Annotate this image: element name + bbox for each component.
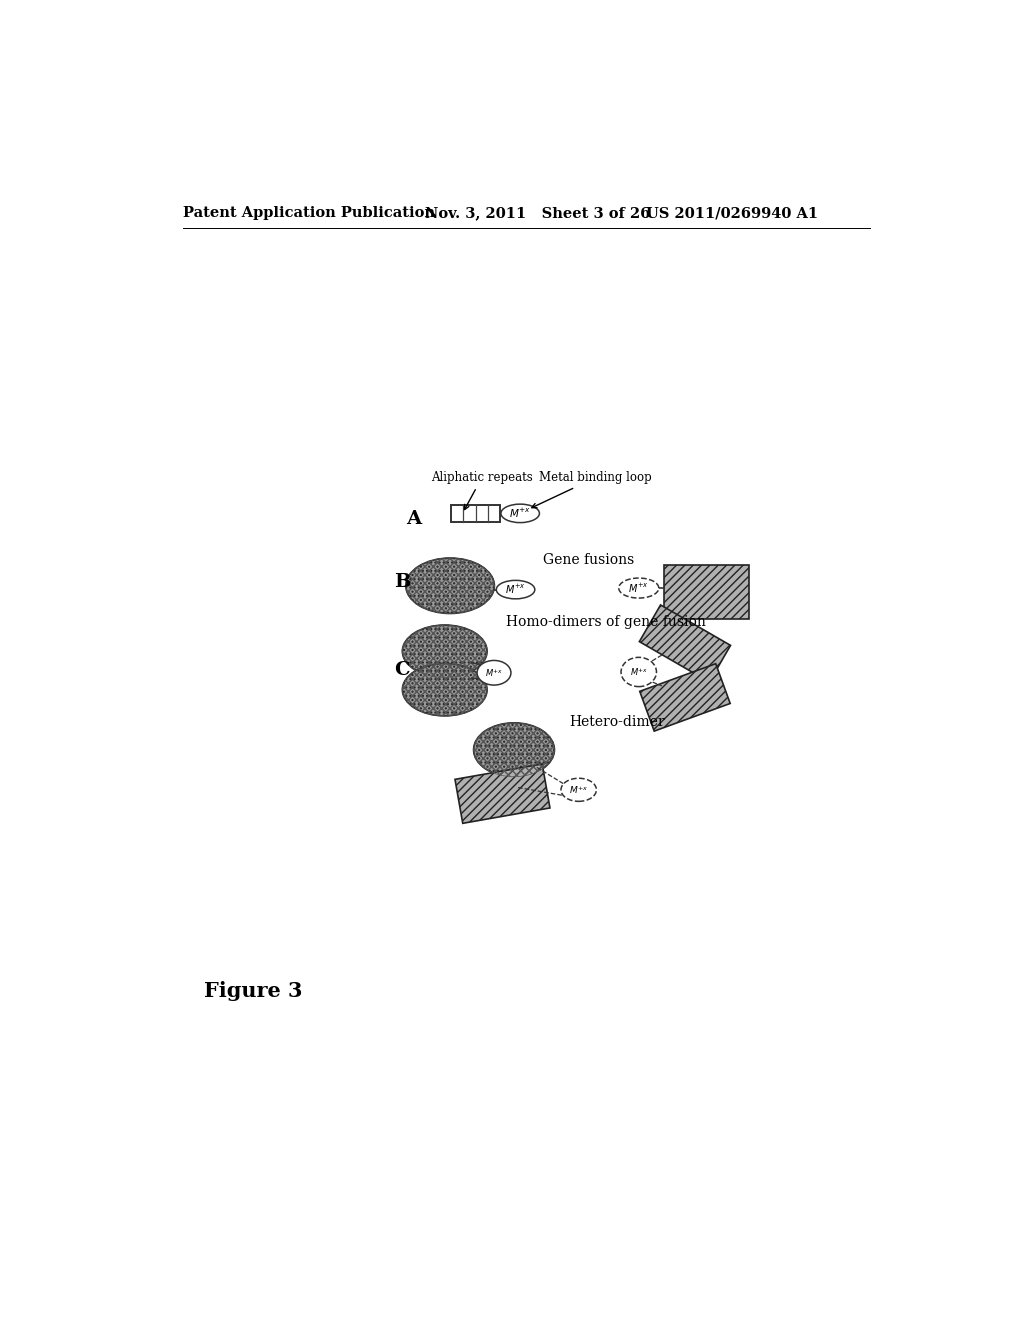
Text: Metal binding loop: Metal binding loop xyxy=(531,471,651,508)
Text: C: C xyxy=(394,661,411,680)
Text: $M^{+x}$: $M^{+x}$ xyxy=(629,582,649,594)
Text: Figure 3: Figure 3 xyxy=(204,981,302,1001)
Text: $M^{+x}$: $M^{+x}$ xyxy=(505,583,526,597)
Text: Gene fusions: Gene fusions xyxy=(544,553,635,568)
Text: US 2011/0269940 A1: US 2011/0269940 A1 xyxy=(646,206,818,220)
Text: Hetero-dimer: Hetero-dimer xyxy=(569,715,665,729)
Bar xyxy=(455,764,550,824)
Bar xyxy=(639,605,730,682)
Ellipse shape xyxy=(473,723,554,776)
Text: $M^{+x}$: $M^{+x}$ xyxy=(484,667,503,678)
Ellipse shape xyxy=(402,664,487,715)
Text: Aliphatic repeats: Aliphatic repeats xyxy=(431,471,532,510)
Text: $M^{+x}$: $M^{+x}$ xyxy=(569,784,589,796)
Text: Patent Application Publication: Patent Application Publication xyxy=(183,206,435,220)
Ellipse shape xyxy=(497,581,535,599)
Text: $M^{+x}$: $M^{+x}$ xyxy=(630,667,648,678)
Text: B: B xyxy=(394,573,411,591)
Ellipse shape xyxy=(501,504,540,523)
Bar xyxy=(451,506,500,521)
Ellipse shape xyxy=(621,657,656,686)
Text: A: A xyxy=(407,510,422,528)
Ellipse shape xyxy=(402,626,487,677)
Ellipse shape xyxy=(561,779,596,801)
Text: $M^{+x}$: $M^{+x}$ xyxy=(509,507,531,520)
Ellipse shape xyxy=(618,578,658,598)
Bar xyxy=(665,565,749,619)
Text: Nov. 3, 2011   Sheet 3 of 26: Nov. 3, 2011 Sheet 3 of 26 xyxy=(425,206,650,220)
Text: Homo-dimers of gene fusion: Homo-dimers of gene fusion xyxy=(506,615,706,628)
Bar xyxy=(640,664,730,731)
Ellipse shape xyxy=(406,558,495,614)
Ellipse shape xyxy=(477,660,511,685)
